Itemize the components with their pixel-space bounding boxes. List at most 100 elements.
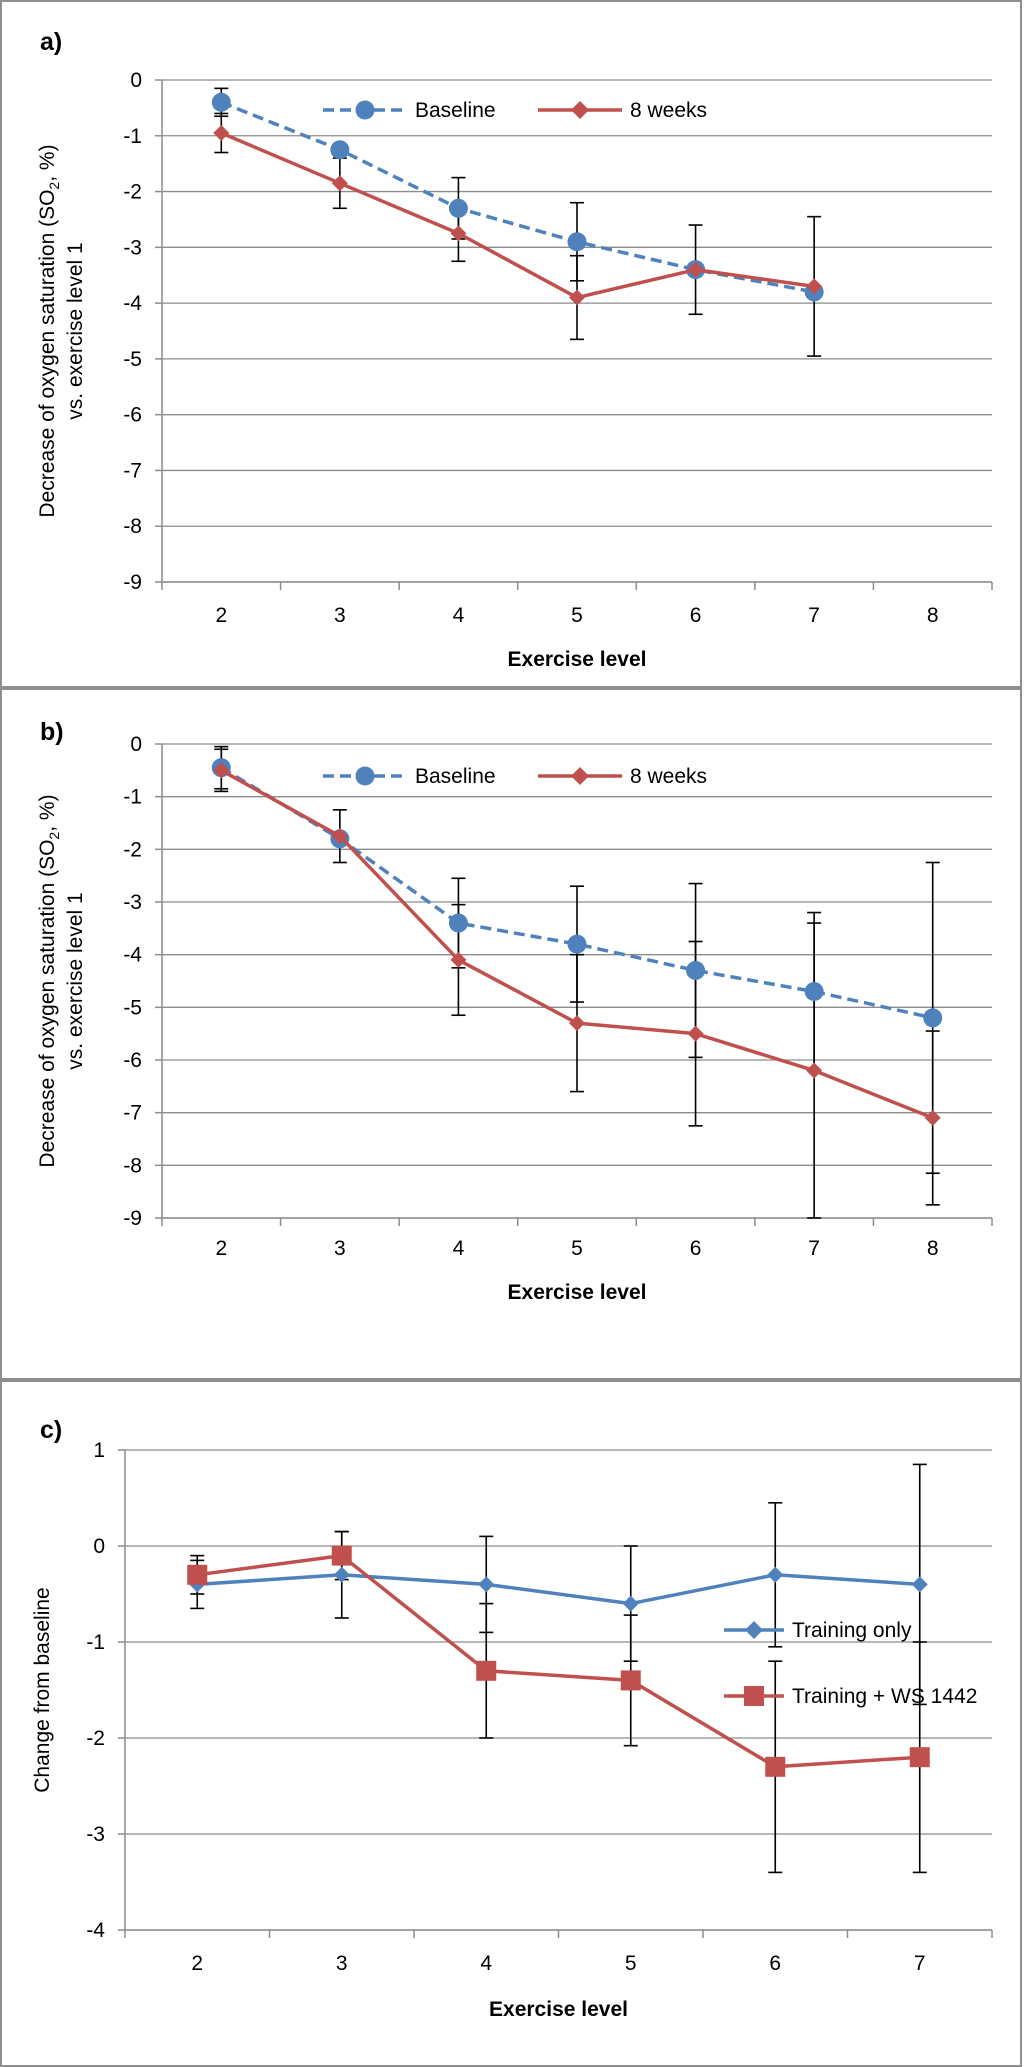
panel-label: c)	[40, 1416, 62, 1444]
x-axis-title: Exercise level	[489, 1998, 628, 2021]
y-tick-label: -1	[123, 125, 142, 148]
y-tick-label: 0	[93, 1535, 105, 1558]
y-axis-title-line2: vs. exercise level 1	[64, 242, 87, 419]
y-tick-label: -1	[86, 1631, 105, 1654]
x-tick-label: 4	[453, 1237, 465, 1260]
legend-marker	[355, 766, 375, 786]
legend-marker	[571, 767, 589, 785]
legend-label: Training + WS 1442	[792, 1685, 977, 1708]
data-point	[909, 1747, 930, 1768]
chart-panel-a: a) 0 -1 -2 -3 -4 -5 -6 -7 -8 -9 2 3 4 5 6 7 8 Exercise lev…	[0, 0, 1022, 688]
y-axis-title-part: , %)	[36, 794, 59, 831]
series-line	[197, 1573, 920, 1606]
data-point	[804, 982, 824, 1002]
data-point	[448, 913, 468, 933]
x-tick-label: 7	[914, 1952, 926, 1975]
y-tick-label: -1	[123, 786, 142, 809]
legend-label: Training only	[792, 1619, 912, 1642]
legend-label: 8 weeks	[630, 99, 707, 122]
data-point	[687, 261, 704, 278]
data-point	[476, 1660, 497, 1681]
series-2	[213, 762, 941, 1126]
data-point	[806, 1062, 823, 1079]
chart-panel-b: b) 0 -1 -2 -3 -4 -5 -6 -7 -8 -9 2 3 4 5 6 7 8 Exercise lev…	[0, 688, 1022, 1380]
chart-panel-c: c) 1 0 -1 -2 -3 -4 2 3 4 5 6 7 Exercise level Change f…	[0, 1380, 1022, 2067]
data-point	[211, 92, 231, 112]
series-line	[220, 131, 815, 300]
legend-label: Baseline	[415, 765, 496, 788]
y-tick-label: -8	[123, 1154, 142, 1177]
y-axis-title-subscript: 2	[46, 832, 62, 840]
x-tick-label: 2	[191, 1952, 203, 1975]
data-point	[213, 762, 230, 779]
x-tick-label: 2	[215, 1237, 227, 1260]
y-tick-label: -5	[123, 348, 142, 371]
data-point	[450, 225, 467, 242]
legend-marker	[355, 100, 375, 120]
data-point	[923, 1008, 943, 1028]
y-tick-label: -4	[123, 292, 142, 315]
x-tick-label: 5	[625, 1952, 637, 1975]
x-tick-label: 2	[215, 604, 227, 627]
x-tick-label: 4	[453, 604, 465, 627]
y-tick-label: -5	[123, 996, 142, 1019]
y-tick-label: -4	[123, 944, 142, 967]
series-1	[211, 92, 824, 302]
legend-marker	[571, 101, 589, 119]
y-tick-label: -3	[86, 1823, 105, 1846]
x-tick-label: 3	[334, 604, 346, 627]
x-tick-label: 6	[690, 1237, 702, 1260]
gridlines	[125, 1449, 992, 1931]
data-point	[911, 1576, 928, 1593]
x-tick-label: 4	[480, 1952, 492, 1975]
error-bars-series-2	[214, 112, 822, 357]
legend: Training only Training + WS 1442	[724, 1619, 977, 1708]
legend-marker	[745, 1621, 763, 1639]
y-tick-label: -7	[123, 1102, 142, 1125]
data-point	[567, 232, 587, 252]
data-point	[806, 278, 823, 295]
y-tick-label: -3	[123, 236, 142, 259]
y-tick-label: -6	[123, 404, 142, 427]
y-tick-label: -9	[123, 1207, 142, 1230]
data-point	[620, 1670, 641, 1691]
legend-marker	[744, 1686, 764, 1706]
x-tick-label: 8	[927, 1237, 939, 1260]
y-axis-title: Decrease of oxygen saturation (SO2, %)	[36, 144, 62, 517]
data-point	[448, 198, 468, 218]
data-point	[686, 960, 706, 980]
data-point	[924, 1109, 941, 1126]
data-point	[478, 1576, 495, 1593]
y-tick-label: 1	[93, 1439, 105, 1462]
y-axis-title: Change from baseline	[31, 1587, 54, 1792]
x-tick-label: 6	[769, 1952, 781, 1975]
panel-label: b)	[40, 718, 64, 746]
x-tick-label: 7	[808, 604, 820, 627]
data-point	[569, 289, 585, 306]
chart-b: b) 0 -1 -2 -3 -4 -5 -6 -7 -8 -9 2 3 4 5 6 7 8 Exercise lev…	[36, 718, 993, 1304]
data-point	[213, 124, 230, 141]
y-tick-label: -9	[123, 571, 142, 594]
legend: Baseline 8 weeks	[323, 99, 707, 122]
data-point	[333, 1566, 350, 1583]
data-point	[450, 951, 467, 968]
y-tick-label: 0	[130, 69, 142, 92]
x-axis-title: Exercise level	[508, 648, 647, 671]
x-tick-label: 8	[927, 604, 939, 627]
data-point	[331, 175, 348, 192]
error-bars-series-1	[214, 87, 584, 282]
data-point	[331, 1545, 352, 1566]
legend-label: Baseline	[415, 99, 496, 122]
error-bars-series-1	[190, 1463, 927, 1706]
series-line	[197, 1553, 920, 1769]
y-tick-label: -2	[123, 838, 142, 861]
x-tick-label: 3	[334, 1237, 346, 1260]
series-2	[187, 1545, 930, 1777]
chart-c: c) 1 0 -1 -2 -3 -4 2 3 4 5 6 7 Exercise level Change f…	[31, 1416, 993, 2021]
data-point	[765, 1756, 786, 1777]
x-tick-label: 5	[571, 604, 583, 627]
y-tick-label: -4	[86, 1919, 105, 1942]
x-tick-label: 7	[808, 1237, 820, 1260]
y-tick-label: -7	[123, 459, 142, 482]
data-point	[622, 1595, 639, 1612]
